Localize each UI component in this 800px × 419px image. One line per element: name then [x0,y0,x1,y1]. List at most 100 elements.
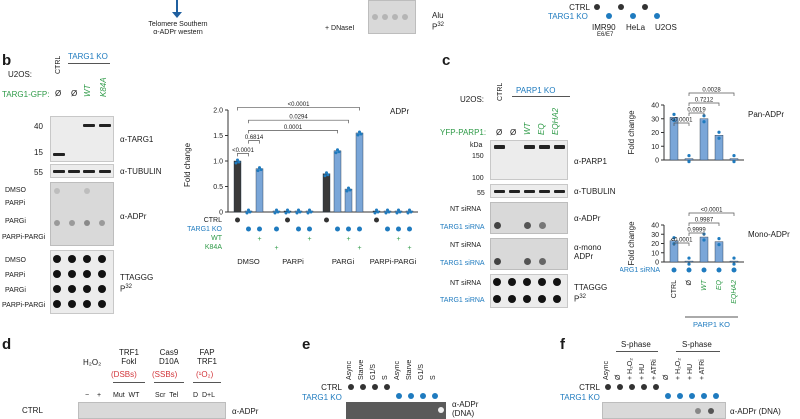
ttaggg-dots-c [490,274,568,308]
f-ctrl: CTRL [579,383,600,392]
alu-label: Alu [432,11,444,20]
chart-b-ytick-label: 1.5 [213,133,223,140]
chart-c-pan-pval: 0.0028 [702,88,721,94]
chart-b-cond-k84a: + [407,245,411,252]
panel-b-u2os: U2OS: [8,70,33,79]
chart-b-cond-ctrl [324,217,329,223]
f-col-label: Ø [615,374,622,380]
panel-c-ctrl: CTRL [497,82,504,101]
chart-b-ylabel: Fold change [183,142,192,187]
chart-c-pan-point [687,160,691,164]
ttaggg-dot [83,255,91,263]
chart-c-pan-point [672,112,676,116]
ttaggg-dot [53,285,61,293]
f-col-label: + ATRi [699,359,706,380]
c-mono-targ1si: TARG1 siRNA [440,260,485,267]
panel-c-mw-100: 100 [472,175,484,182]
treat-row-parpi: PARPi [5,200,26,207]
chart-c-mono-ytick-label: 0 [655,260,659,267]
alu-p32: P32 [432,22,445,32]
chart-b-point [284,211,288,215]
chart-b-cond-ctrl [235,217,240,223]
ttaggg-dot [53,270,61,278]
f-line-1 [616,351,658,352]
chart-c-pan-pval: 0.7212 [695,98,714,104]
d-fap: FAP TRF1 [197,348,217,366]
p32-label-c: P32 [574,294,587,304]
d-mutwt: Mut WT [113,392,140,399]
ab-parp1: α-PARP1 [574,157,607,166]
chart-b-cond-ko [407,226,412,232]
chart-b-bar [344,188,353,213]
chart-b-bar [255,168,264,213]
ttaggg-dot [68,285,76,293]
ttaggg-dot [68,300,76,308]
chart-c-xlabel: EQHA2 [731,280,738,304]
chart-b-bracket [248,140,260,144]
chart-c-pan-ylabel: Fold change [627,110,636,155]
f-col-label: Async [603,360,610,380]
d-cas9: Cas9 D10A [158,348,179,366]
chart-c-mono-bracket [673,242,690,246]
chart-c-mono-bracket [688,222,720,226]
chart-c-pan-bracket [688,112,705,116]
chart-c-pan-point [732,160,736,164]
chart-b-pval: 0.0001 [284,125,303,131]
chart-b-group-label: PARPi [282,257,304,266]
mono-blot-c [490,238,568,270]
f-ab: α-ADPr (DNA) [730,407,781,416]
chart-b-cond-wt: + [257,236,261,243]
chart-b-point [273,211,277,215]
panel-b-targ1ko: TARG1 KO [68,52,108,61]
chart-b-point [295,211,299,215]
e-col-label: G1/S [418,364,425,380]
panel-c-lane-2: WT [523,122,532,135]
ttaggg-dot [83,285,91,293]
chart-b-bar [333,150,342,213]
chart-b-pval: 0.0294 [289,115,308,121]
panel-c-yfp: YFP-PARP1: [440,128,487,137]
chart-b-point [345,189,349,193]
ttaggg-dot [493,278,501,286]
chart-c-pan-point [717,130,721,134]
chart-b-point [298,210,302,214]
ttaggg-dot [538,278,546,286]
f-ko-dot [701,393,707,399]
chart-b-cond-ko [274,226,279,232]
chart-c-mono-ytick-label: 20 [651,241,659,248]
chart-b-title: ADPr [390,107,409,116]
chart-b-point [326,173,330,177]
chart-c-mono-point [672,236,676,240]
c-ttaggg-nt: NT siRNA [450,280,481,287]
chart-c-pan-point [717,136,721,140]
f-col-label: + HU [639,363,646,380]
panel-b-mw-55: 55 [34,168,43,177]
alu-blot-dots [368,0,416,34]
f-col-label: + HU [687,363,694,380]
e-ctrl: CTRL [321,383,342,392]
d-dsbs: (DSBs) [111,370,137,379]
chart-b-point [387,210,391,214]
chart-c-pan-ytick-label: 0 [655,158,659,165]
d-minus: − [85,392,90,399]
chart-c-pan-point [672,118,676,122]
chart-b-ytick-label: 0.5 [213,184,223,191]
panel-c-mw-kda: kDa [470,142,483,149]
ab-tubulin-c: α-TUBULIN [574,187,616,196]
chart-c-cond-dot [701,267,707,273]
chart-c-pan-pval: 0.0019 [687,108,706,114]
chart-c-pan-bar [684,158,694,161]
top-targ1ko-label: TARG1 KO [548,12,588,21]
chart-b-point [234,161,238,165]
chart-b-row-ctrl: CTRL [204,217,222,224]
ttaggg-dot [53,300,61,308]
panel-b-gfp: TARG1-GFP: [2,90,50,99]
e-ko-dot [408,393,414,399]
f-col-label: + H₂O₂ [627,358,634,380]
chart-b-point [248,210,252,214]
panel-b-ko-line [68,63,110,64]
d-o2: (¹O₂) [196,370,214,379]
ttaggg-row-dmso: DMSO [5,257,26,264]
f-targ1ko: TARG1 KO [560,393,600,402]
panel-c-mw-150: 150 [472,153,484,160]
